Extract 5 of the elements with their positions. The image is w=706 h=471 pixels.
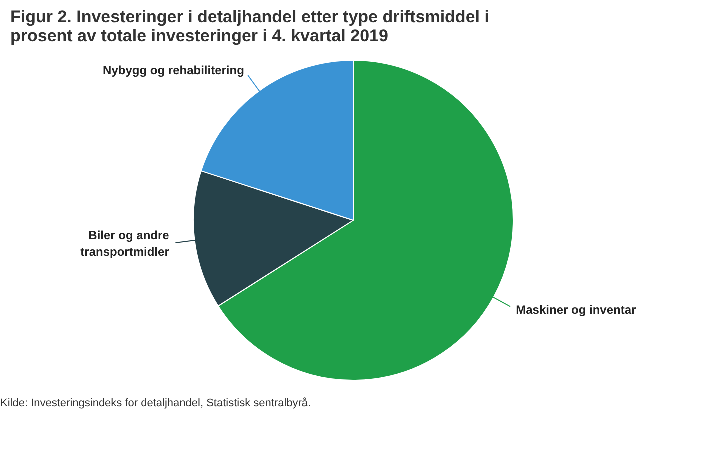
slice-label: Biler og andre transportmidler <box>80 228 170 260</box>
text: Kilde: Investeringsindeks for detaljhandel, Statistisk sentralbyrå. <box>0 398 312 410</box>
slice-label: Maskiner og inventar <box>516 302 637 317</box>
chart-title: Figur 2. Investeringer i detaljhandel etter type driftsmiddel i prosent av totale investeringer i 4. kvartal 2019 <box>10 8 490 46</box>
slice-label: Nybygg og rehabilitering <box>103 63 244 78</box>
